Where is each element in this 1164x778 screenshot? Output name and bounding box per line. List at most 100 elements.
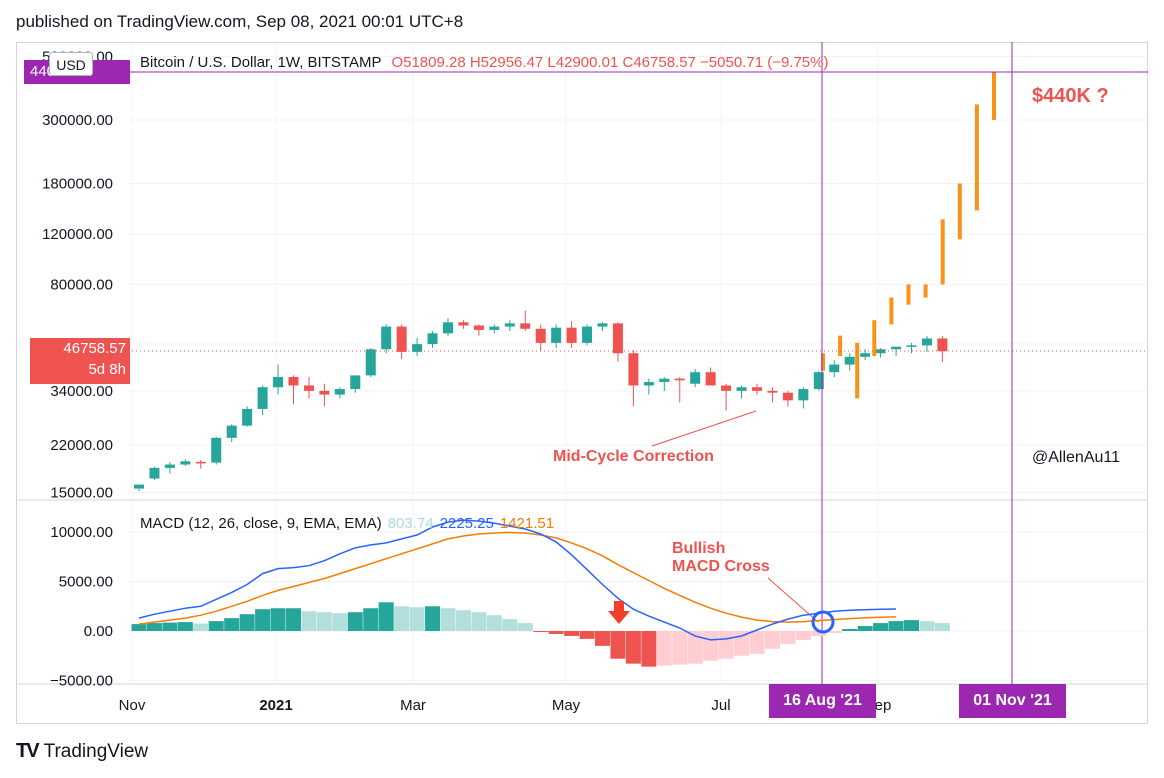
macd-hist-value: 803.74 xyxy=(387,515,434,532)
candle-body xyxy=(597,323,608,327)
candle-body xyxy=(489,326,500,330)
projection-bar xyxy=(872,320,877,356)
macd-histogram-bar xyxy=(347,612,363,631)
correction-annotation: Mid-Cycle Correction xyxy=(553,448,714,465)
macd-histogram-bar xyxy=(378,602,394,631)
candle-body xyxy=(813,372,824,390)
projection-bar xyxy=(889,297,894,325)
macd-histogram-bar xyxy=(610,631,626,659)
candle-body xyxy=(582,326,593,343)
macd-histogram-bar xyxy=(564,631,580,636)
candle-body xyxy=(288,377,299,386)
macd-histogram-bar xyxy=(270,608,286,631)
bar-countdown: 5d 8h xyxy=(88,361,126,378)
time-tick-label: May xyxy=(552,697,581,714)
candle-body xyxy=(319,390,330,395)
candle-body xyxy=(736,387,747,391)
macd-histogram-bar xyxy=(857,626,873,631)
macd-histogram-bar xyxy=(301,611,317,631)
projection-bar xyxy=(821,353,825,371)
macd-histogram-bar xyxy=(919,621,935,631)
cross-pointer xyxy=(767,577,819,623)
macd-label: MACD (12, 26, close, 9, EMA, EMA) xyxy=(140,515,382,532)
macd-histogram-bar xyxy=(162,622,178,631)
time-tick-label: Nov xyxy=(119,697,146,714)
candle-body xyxy=(844,356,855,365)
last-price: 46758.57 xyxy=(63,340,126,357)
candle-body xyxy=(211,437,222,463)
price-tick-label: 34000.00 xyxy=(50,383,113,400)
currency-button[interactable]: USD xyxy=(49,52,93,76)
price-tick-label: 180000.00 xyxy=(42,176,113,193)
candle-body xyxy=(628,353,639,386)
ohlc-values: O51809.28 H52956.47 L42900.01 C46758.57 … xyxy=(391,54,829,71)
macd-histogram-bar xyxy=(718,631,734,659)
macd-histogram-bar xyxy=(904,620,919,631)
macd-signal-value: 1421.51 xyxy=(499,515,555,532)
macd-histogram-bar xyxy=(641,631,657,667)
macd-tick-label: −5000.00 xyxy=(50,673,113,690)
chart-frame xyxy=(16,42,1148,724)
macd-histogram-bar xyxy=(780,631,796,644)
candle-body xyxy=(504,323,515,327)
candle-body xyxy=(767,390,778,393)
target-annotation: $440K ? xyxy=(1032,85,1109,107)
macd-signal-line xyxy=(138,531,897,625)
projection-bar xyxy=(974,104,979,211)
macd-tick-label: 5000.00 xyxy=(59,574,113,591)
candle-body xyxy=(365,349,376,376)
candle-body xyxy=(551,327,562,343)
macd-histogram-bar xyxy=(579,631,595,639)
projection-bar xyxy=(940,219,945,285)
macd-histogram-bar xyxy=(656,631,672,666)
macd-histogram-bar xyxy=(486,615,502,631)
candle-body xyxy=(937,338,948,352)
author-annotation: @AllenAu11 xyxy=(1032,449,1120,466)
price-tick-label: 22000.00 xyxy=(50,437,113,454)
macd-line xyxy=(138,519,897,641)
macd-histogram-bar xyxy=(811,631,827,636)
time-tick-label: 2021 xyxy=(259,697,292,714)
macd-histogram-bar xyxy=(146,623,162,631)
macd-histogram-bar xyxy=(595,631,610,646)
candle-body xyxy=(164,464,175,468)
candle-body xyxy=(303,385,314,391)
candle-body xyxy=(566,327,577,343)
candle-body xyxy=(705,372,716,386)
projection-bar xyxy=(838,335,843,356)
candle-body xyxy=(257,387,268,409)
candle-body xyxy=(690,372,701,384)
macd-tick-label: 0.00 xyxy=(84,623,113,640)
macd-histogram-bar xyxy=(255,609,271,631)
date-tag-nov: 01 Nov '21 xyxy=(959,684,1066,718)
macd-histogram-bar xyxy=(455,610,471,631)
macd-histogram-bar xyxy=(548,631,564,634)
macd-histogram-bar xyxy=(363,608,379,631)
macd-histogram-bar xyxy=(672,631,688,665)
macd-histogram-bar xyxy=(533,631,549,632)
candle-body xyxy=(195,461,206,464)
last-price-tag: 46758.57 5d 8h xyxy=(30,338,130,384)
correction-pointer xyxy=(651,410,757,447)
cross-annotation-line1: Bullish xyxy=(672,540,725,557)
macd-histogram-bar xyxy=(332,613,348,631)
projection-bar xyxy=(957,183,962,240)
macd-legend: MACD (12, 26, close, 9, EMA, EMA) 803.74 2… xyxy=(140,515,554,532)
candle-body xyxy=(180,461,191,465)
candle-body xyxy=(721,385,732,391)
published-caption: published on TradingView.com, Sep 08, 20… xyxy=(16,12,464,31)
symbol-legend: Bitcoin / U.S. Dollar, 1W, BITSTAMP O5180… xyxy=(140,54,828,71)
macd-histogram-bar xyxy=(224,618,240,631)
footer-brand[interactable]: TV TradingView xyxy=(16,740,148,763)
candle-body xyxy=(334,389,345,395)
candle-body xyxy=(891,346,902,350)
projection-bar xyxy=(906,284,911,305)
macd-histogram-bar xyxy=(749,631,765,654)
candle-body xyxy=(612,323,623,354)
candle-body xyxy=(381,326,392,350)
symbol-title: Bitcoin / U.S. Dollar, 1W, BITSTAMP xyxy=(140,54,382,71)
macd-histogram-bar xyxy=(394,606,410,631)
macd-histogram-bar xyxy=(471,612,487,631)
macd-histogram-bar xyxy=(873,623,889,631)
